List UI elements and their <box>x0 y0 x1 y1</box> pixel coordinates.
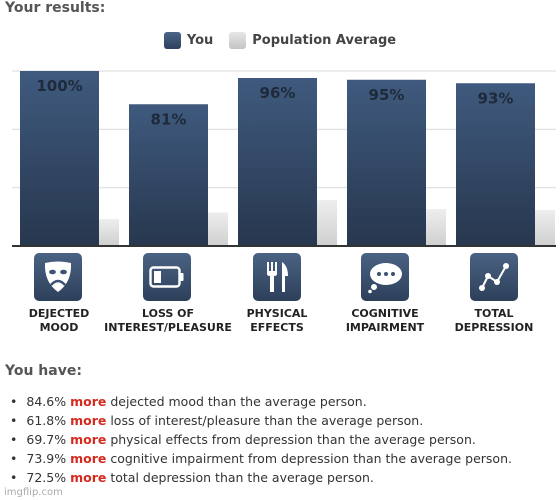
bar-population <box>208 212 228 246</box>
icon-caption-physical-effects: PHYSICAL EFFECTS <box>212 307 342 335</box>
low-battery-icon <box>143 253 191 301</box>
caption-line: EFFECTS <box>250 321 304 334</box>
bar-value-label: 96% <box>260 84 296 102</box>
finding-percent: 61.8% <box>26 413 67 428</box>
legend-label-you: You <box>186 33 214 48</box>
bar-you <box>129 104 208 246</box>
finding-item: 61.8% more loss of interest/pleasure tha… <box>6 411 512 430</box>
bar-population <box>99 219 119 246</box>
category-icons: DEJECTED MOOD LOSS OF INTEREST/PLEASURE … <box>0 253 560 353</box>
finding-percent: 73.9% <box>26 451 67 466</box>
legend-label-population: Population Average <box>252 33 397 48</box>
bar-you <box>347 79 426 246</box>
caption-line: PHYSICAL <box>246 307 308 320</box>
finding-more: more <box>70 470 107 485</box>
caption-line: IMPAIRMENT <box>345 321 425 334</box>
finding-text: loss of interest/pleasure than the avera… <box>110 413 424 428</box>
findings-list: 84.6% more dejected mood than the averag… <box>6 392 512 487</box>
bar-value-label: 100% <box>36 77 82 95</box>
finding-more: more <box>70 432 107 447</box>
finding-item: 69.7% more physical effects from depress… <box>6 430 512 449</box>
finding-percent: 72.5% <box>26 470 67 485</box>
results-heading: Your results: <box>5 0 106 16</box>
bar-population <box>317 199 337 246</box>
bar-population <box>426 209 446 246</box>
finding-text: cognitive impairment from depression tha… <box>110 451 512 466</box>
icon-caption-total-depression: TOTAL DEPRESSION <box>429 307 559 335</box>
chart-bars: 100% 81% 96% 95% 93% <box>20 71 555 246</box>
you-have-heading: You have: <box>5 363 82 379</box>
caption-line: TOTAL <box>474 307 514 320</box>
watermark: imgflip.com <box>4 487 63 498</box>
bar-you <box>238 78 317 246</box>
finding-text: dejected mood than the average person. <box>110 394 367 409</box>
legend-item-you: You <box>163 32 214 49</box>
icon-caption-cognitive-impairment: COGNITIVE IMPAIRMENT <box>320 307 450 335</box>
finding-item: 84.6% more dejected mood than the averag… <box>6 392 512 411</box>
finding-percent: 69.7% <box>26 432 67 447</box>
finding-item: 72.5% more total depression than the ave… <box>6 468 512 487</box>
icon-caption-dejected-mood: DEJECTED MOOD <box>0 307 124 335</box>
chart-legend: You Population Average <box>0 32 560 49</box>
bar-you <box>20 71 99 246</box>
bar-value-label: 81% <box>151 110 187 128</box>
caption-line: MOOD <box>39 321 79 334</box>
finding-text: total depression than the average person… <box>110 470 374 485</box>
finding-percent: 84.6% <box>26 394 67 409</box>
finding-item: 73.9% more cognitive impairment from dep… <box>6 449 512 468</box>
icon-caption-loss-of-interest: LOSS OF INTEREST/PLEASURE <box>103 307 233 335</box>
caption-line: INTEREST/PLEASURE <box>104 321 232 334</box>
results-bar-chart: 100% 81% 96% 95% 93% <box>12 70 556 247</box>
caption-line: LOSS OF <box>141 307 194 320</box>
legend-swatch-population <box>229 32 247 49</box>
drama-mask-icon <box>34 253 82 301</box>
finding-more: more <box>70 413 107 428</box>
finding-more: more <box>70 451 107 466</box>
caption-line: COGNITIVE <box>351 307 419 320</box>
bar-population <box>535 210 555 246</box>
bar-value-label: 95% <box>369 86 405 104</box>
thought-bubble-icon <box>361 253 409 301</box>
legend-item-population: Population Average <box>229 32 396 49</box>
line-graph-icon <box>470 253 518 301</box>
caption-line: DEPRESSION <box>454 321 534 334</box>
legend-swatch-you <box>163 32 181 49</box>
finding-more: more <box>70 394 107 409</box>
fork-knife-icon <box>253 253 301 301</box>
caption-line: DEJECTED <box>28 307 90 320</box>
finding-text: physical effects from depression than th… <box>110 432 476 447</box>
bar-value-label: 93% <box>478 89 514 107</box>
bar-you <box>456 83 535 246</box>
